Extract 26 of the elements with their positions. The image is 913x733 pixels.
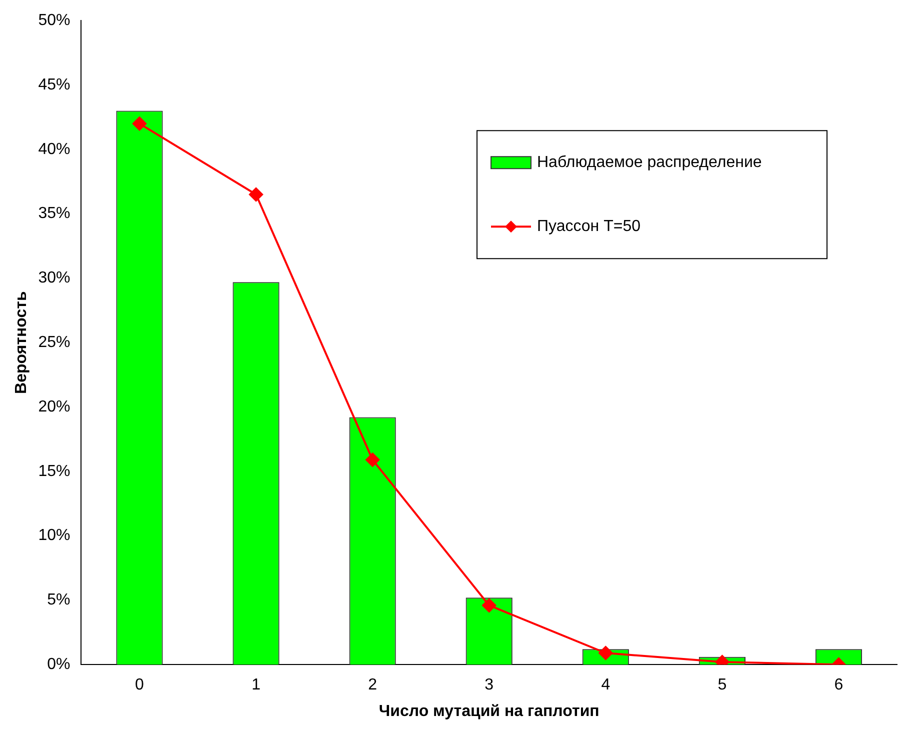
point <box>249 187 264 202</box>
x-tick-label: 5 <box>718 676 727 694</box>
x-tick-label: 2 <box>368 676 378 694</box>
y-tick-label: 50% <box>38 12 70 30</box>
y-tick-label: 35% <box>38 205 70 222</box>
x-tick-label: 1 <box>252 676 261 694</box>
y-tick-label: 15% <box>38 462 70 480</box>
x-tick-label: 3 <box>484 676 494 694</box>
y-tick-label: 30% <box>38 270 70 287</box>
point <box>366 452 380 467</box>
legend-label: Наблюдаемое распределение <box>537 154 762 172</box>
y-tick-label: 25% <box>38 334 70 352</box>
x-tick-label: 6 <box>834 676 844 694</box>
x-tick-label: 0 <box>135 676 144 694</box>
x-axis-title: Число мутаций на гаплотип <box>378 702 600 720</box>
point <box>482 598 496 612</box>
y-axis-title: Вероятность <box>13 291 30 394</box>
y-tick-label: 40% <box>38 140 70 158</box>
point <box>132 116 146 131</box>
y-tick-label: 10% <box>38 527 70 544</box>
x-tick-label: 4 <box>601 676 610 694</box>
y-tick-label: 5% <box>47 592 70 609</box>
y-tick-label: 20% <box>38 398 70 416</box>
legend-label: Пуассон T=50 <box>537 218 641 236</box>
y-tick-label: 45% <box>38 76 70 94</box>
y-tick-label: 0% <box>47 656 70 674</box>
